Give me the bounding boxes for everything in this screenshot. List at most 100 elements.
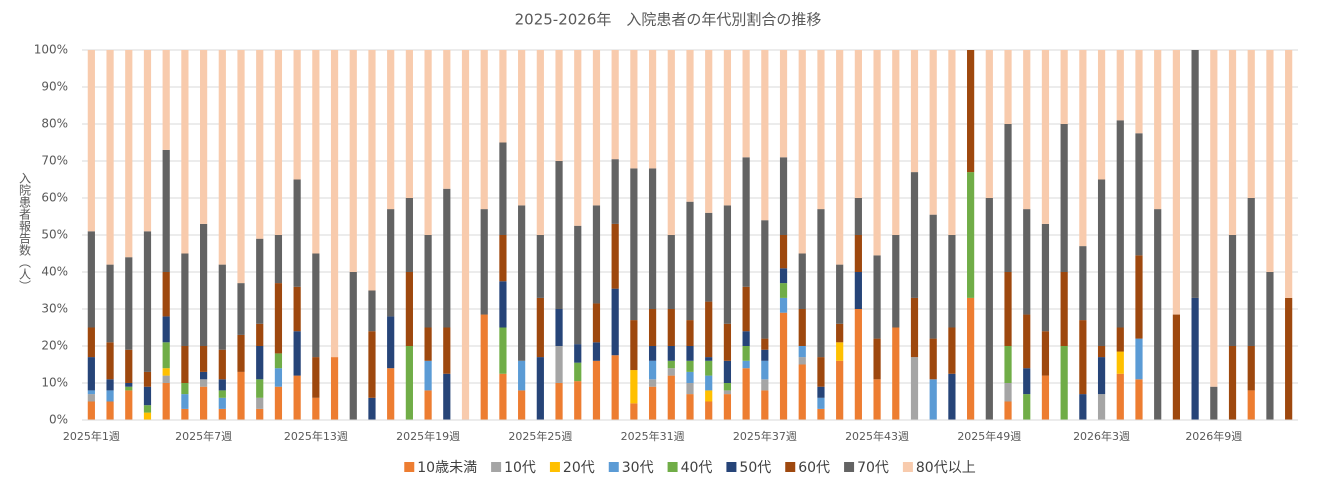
bar-segment: [779, 157, 788, 235]
bar-segment: [555, 50, 563, 161]
bar-segment: [667, 346, 675, 361]
bar-segment: [948, 50, 956, 235]
bar-segment: [611, 50, 619, 160]
chart-title: 2025-2026年 入院患者の年代別割合の推移: [515, 11, 822, 29]
bar-segment: [87, 401, 95, 420]
bar-segment: [929, 379, 937, 420]
bar-segment: [1023, 368, 1031, 395]
bar-segment: [1097, 357, 1106, 395]
bar-segment: [424, 235, 432, 328]
bar-segment: [873, 255, 881, 339]
bar-segment: [518, 205, 526, 361]
bar-segment: [1228, 50, 1237, 235]
bar-segment: [873, 50, 881, 256]
bar-segment: [686, 371, 694, 383]
bar-segment: [1004, 401, 1012, 420]
bar-segment: [630, 403, 638, 420]
bar-segment: [761, 390, 769, 420]
bar-segment: [761, 338, 769, 350]
bar-segment: [836, 342, 844, 361]
y-tick-label: 10%: [41, 376, 68, 390]
bar-segment: [798, 253, 806, 309]
bar-segment: [1266, 50, 1274, 272]
bar-segment: [817, 357, 825, 387]
bar-segment: [705, 50, 713, 213]
bar-segment: [256, 397, 264, 409]
bar-segment: [1247, 50, 1255, 198]
bar-segment: [125, 383, 133, 387]
bar-segment: [218, 349, 226, 380]
bar-segment: [330, 50, 339, 358]
bar-segment: [929, 338, 937, 380]
bar-segment: [143, 50, 152, 232]
bar-segment: [87, 327, 95, 358]
bar-segment: [1172, 50, 1180, 315]
legend-label: 60代: [798, 460, 830, 476]
bar-segment: [200, 379, 208, 387]
bar-segment: [1116, 373, 1124, 420]
bar-segment: [499, 373, 507, 420]
bar-segment: [929, 214, 937, 339]
bar-segment: [1004, 383, 1012, 402]
legend-swatch: [726, 462, 737, 472]
bar-segment: [387, 368, 395, 420]
bar-segment: [1023, 209, 1031, 315]
bar-segment: [87, 231, 95, 328]
bar-segment: [1266, 272, 1274, 420]
bar-segment: [1023, 314, 1031, 369]
bar-segment: [499, 327, 507, 374]
bar-segment: [443, 50, 451, 189]
bar-segment: [387, 316, 395, 369]
bar-segment: [798, 357, 806, 365]
y-tick-label: 0%: [49, 413, 68, 427]
bar-segment: [499, 50, 507, 143]
bar-segment: [143, 386, 152, 406]
bar-segment: [836, 360, 844, 420]
bar-segment: [667, 375, 675, 420]
bar-segment: [1041, 331, 1050, 376]
bar-segment: [854, 235, 862, 272]
bar-segment: [461, 50, 470, 420]
bar-segment: [592, 360, 601, 420]
bar-segment: [611, 355, 619, 420]
bar-segment: [106, 401, 114, 420]
bar-segment: [985, 198, 993, 420]
bar-segment: [1060, 124, 1068, 272]
bar-segment: [312, 397, 320, 420]
bar-segment: [518, 390, 526, 420]
x-tick-label: 2025年19週: [396, 429, 460, 443]
bar-segment: [1191, 50, 1199, 298]
bar-segment: [648, 346, 657, 361]
bar-segment: [574, 381, 582, 420]
bar-segment: [200, 386, 208, 420]
bar-segment: [480, 50, 488, 210]
bar-segment: [106, 264, 114, 343]
bar-segment: [143, 405, 152, 413]
bar-segment: [723, 394, 732, 420]
y-tick-label: 60%: [41, 191, 68, 205]
bar-segment: [218, 390, 226, 398]
bar-segment: [723, 323, 732, 361]
bar-segment: [1135, 338, 1143, 380]
bar-segment: [125, 386, 133, 391]
bar-segment: [854, 198, 862, 235]
x-tick-label: 2025年43週: [845, 429, 909, 443]
bar-segment: [1154, 50, 1162, 210]
bar-segment: [106, 390, 114, 402]
bar-segment: [1247, 346, 1255, 391]
bar-segment: [630, 50, 638, 169]
bar-segment: [237, 283, 245, 335]
bar-segment: [293, 286, 301, 332]
bar-segment: [817, 386, 825, 398]
x-tick-label: 2025年37週: [733, 429, 797, 443]
bar-segment: [761, 360, 769, 380]
x-tick-label: 2025年31週: [621, 429, 685, 443]
bar-segment: [143, 371, 152, 387]
bar-segment: [667, 360, 675, 369]
bar-segment: [274, 353, 283, 369]
bar-segment: [723, 383, 732, 391]
bar-segment: [181, 383, 189, 395]
bar-segment: [1135, 255, 1143, 339]
bar-segment: [518, 50, 526, 206]
bar-segment: [854, 272, 862, 309]
